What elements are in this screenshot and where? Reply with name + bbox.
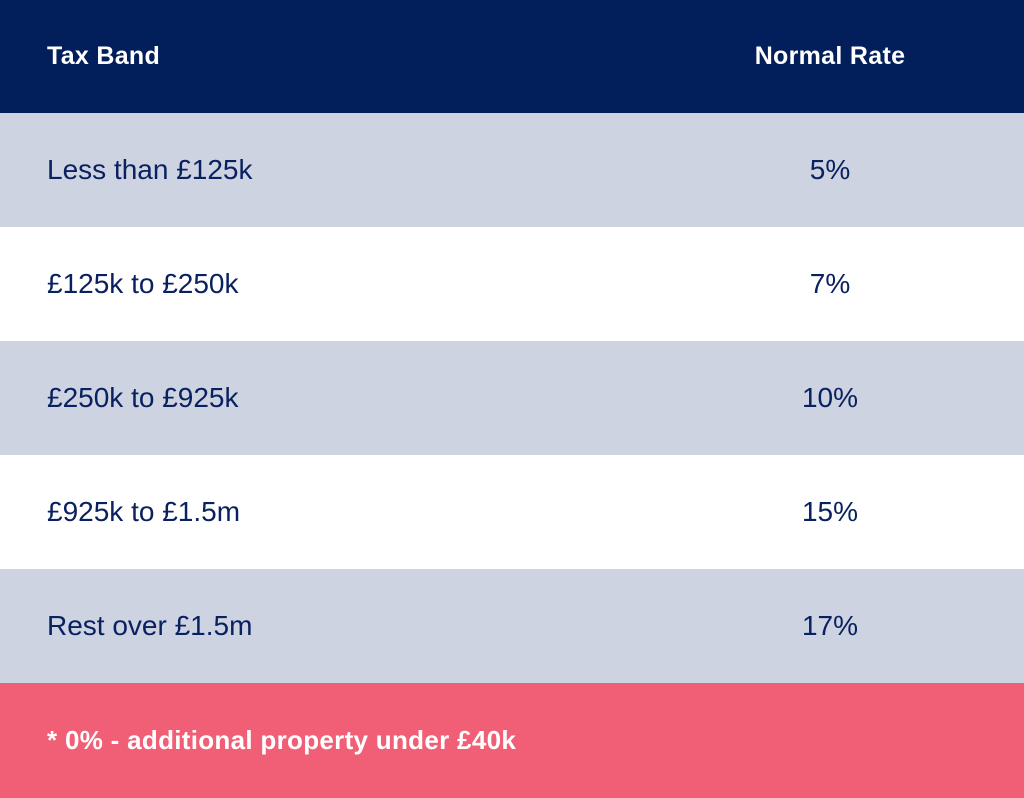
- column-header-normal-rate: Normal Rate: [754, 42, 906, 70]
- table-header-row: Tax Band Normal Rate: [0, 0, 1024, 113]
- tax-band-cell: Rest over £1.5m: [47, 610, 253, 641]
- table-row: £125k to £250k 7%: [0, 227, 1024, 341]
- tax-band-cell: £250k to £925k: [47, 382, 239, 413]
- tax-band-cell: £125k to £250k: [47, 268, 239, 299]
- table-row: £250k to £925k 10%: [0, 341, 1024, 455]
- rate-cell: 15%: [801, 496, 859, 527]
- rate-cell: 17%: [801, 610, 859, 641]
- footnote-text: * 0% - additional property under £40k: [47, 725, 517, 755]
- table-row: £925k to £1.5m 15%: [0, 455, 1024, 569]
- table-row: Less than £125k 5%: [0, 113, 1024, 227]
- column-header-tax-band: Tax Band: [47, 42, 161, 70]
- tax-band-cell: Less than £125k: [47, 154, 253, 185]
- rate-cell: 10%: [801, 382, 859, 413]
- rate-cell: 7%: [809, 268, 851, 299]
- rate-cell: 5%: [809, 154, 851, 185]
- table-row: Rest over £1.5m 17%: [0, 569, 1024, 683]
- tax-band-cell: £925k to £1.5m: [47, 496, 241, 527]
- footnote-row: * 0% - additional property under £40k: [0, 683, 1024, 798]
